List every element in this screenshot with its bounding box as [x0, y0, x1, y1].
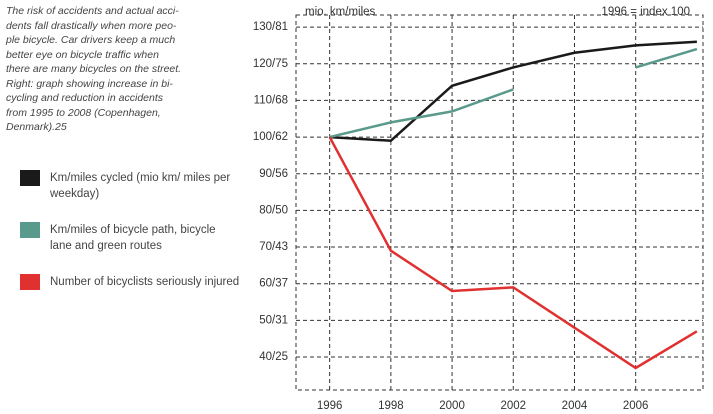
y-tick-label: 60/37 [259, 278, 288, 290]
x-tick-label: 2000 [439, 400, 465, 412]
y-tick-label: 50/31 [259, 314, 288, 326]
y-tick-label: 120/75 [253, 58, 288, 70]
y-tick-label: 80/50 [259, 204, 288, 216]
x-tick-label: 2004 [562, 400, 588, 412]
x-tick-label: 2002 [500, 400, 526, 412]
y-tick-label: 70/43 [259, 241, 288, 253]
annotation: 1996 = index 100 [601, 6, 690, 18]
x-tick-label: 1998 [378, 400, 404, 412]
y-tick-label: 130/81 [253, 21, 288, 33]
y-tick-label: 40/25 [259, 351, 288, 363]
x-tick-label: 1996 [317, 400, 343, 412]
chart: mio. km/miles 1996 = index 100 40/25 50/3… [0, 0, 713, 414]
series-line [636, 49, 697, 67]
y-tick-label: 100/62 [253, 131, 288, 143]
x-tick-label: 2006 [623, 400, 649, 412]
y-axis-label: mio. km/miles [305, 6, 376, 18]
y-tick-label: 110/68 [254, 94, 288, 106]
series-line [330, 42, 697, 141]
page: The risk of accidents and actual acci-de… [0, 0, 713, 414]
y-tick-label: 90/56 [259, 168, 288, 180]
